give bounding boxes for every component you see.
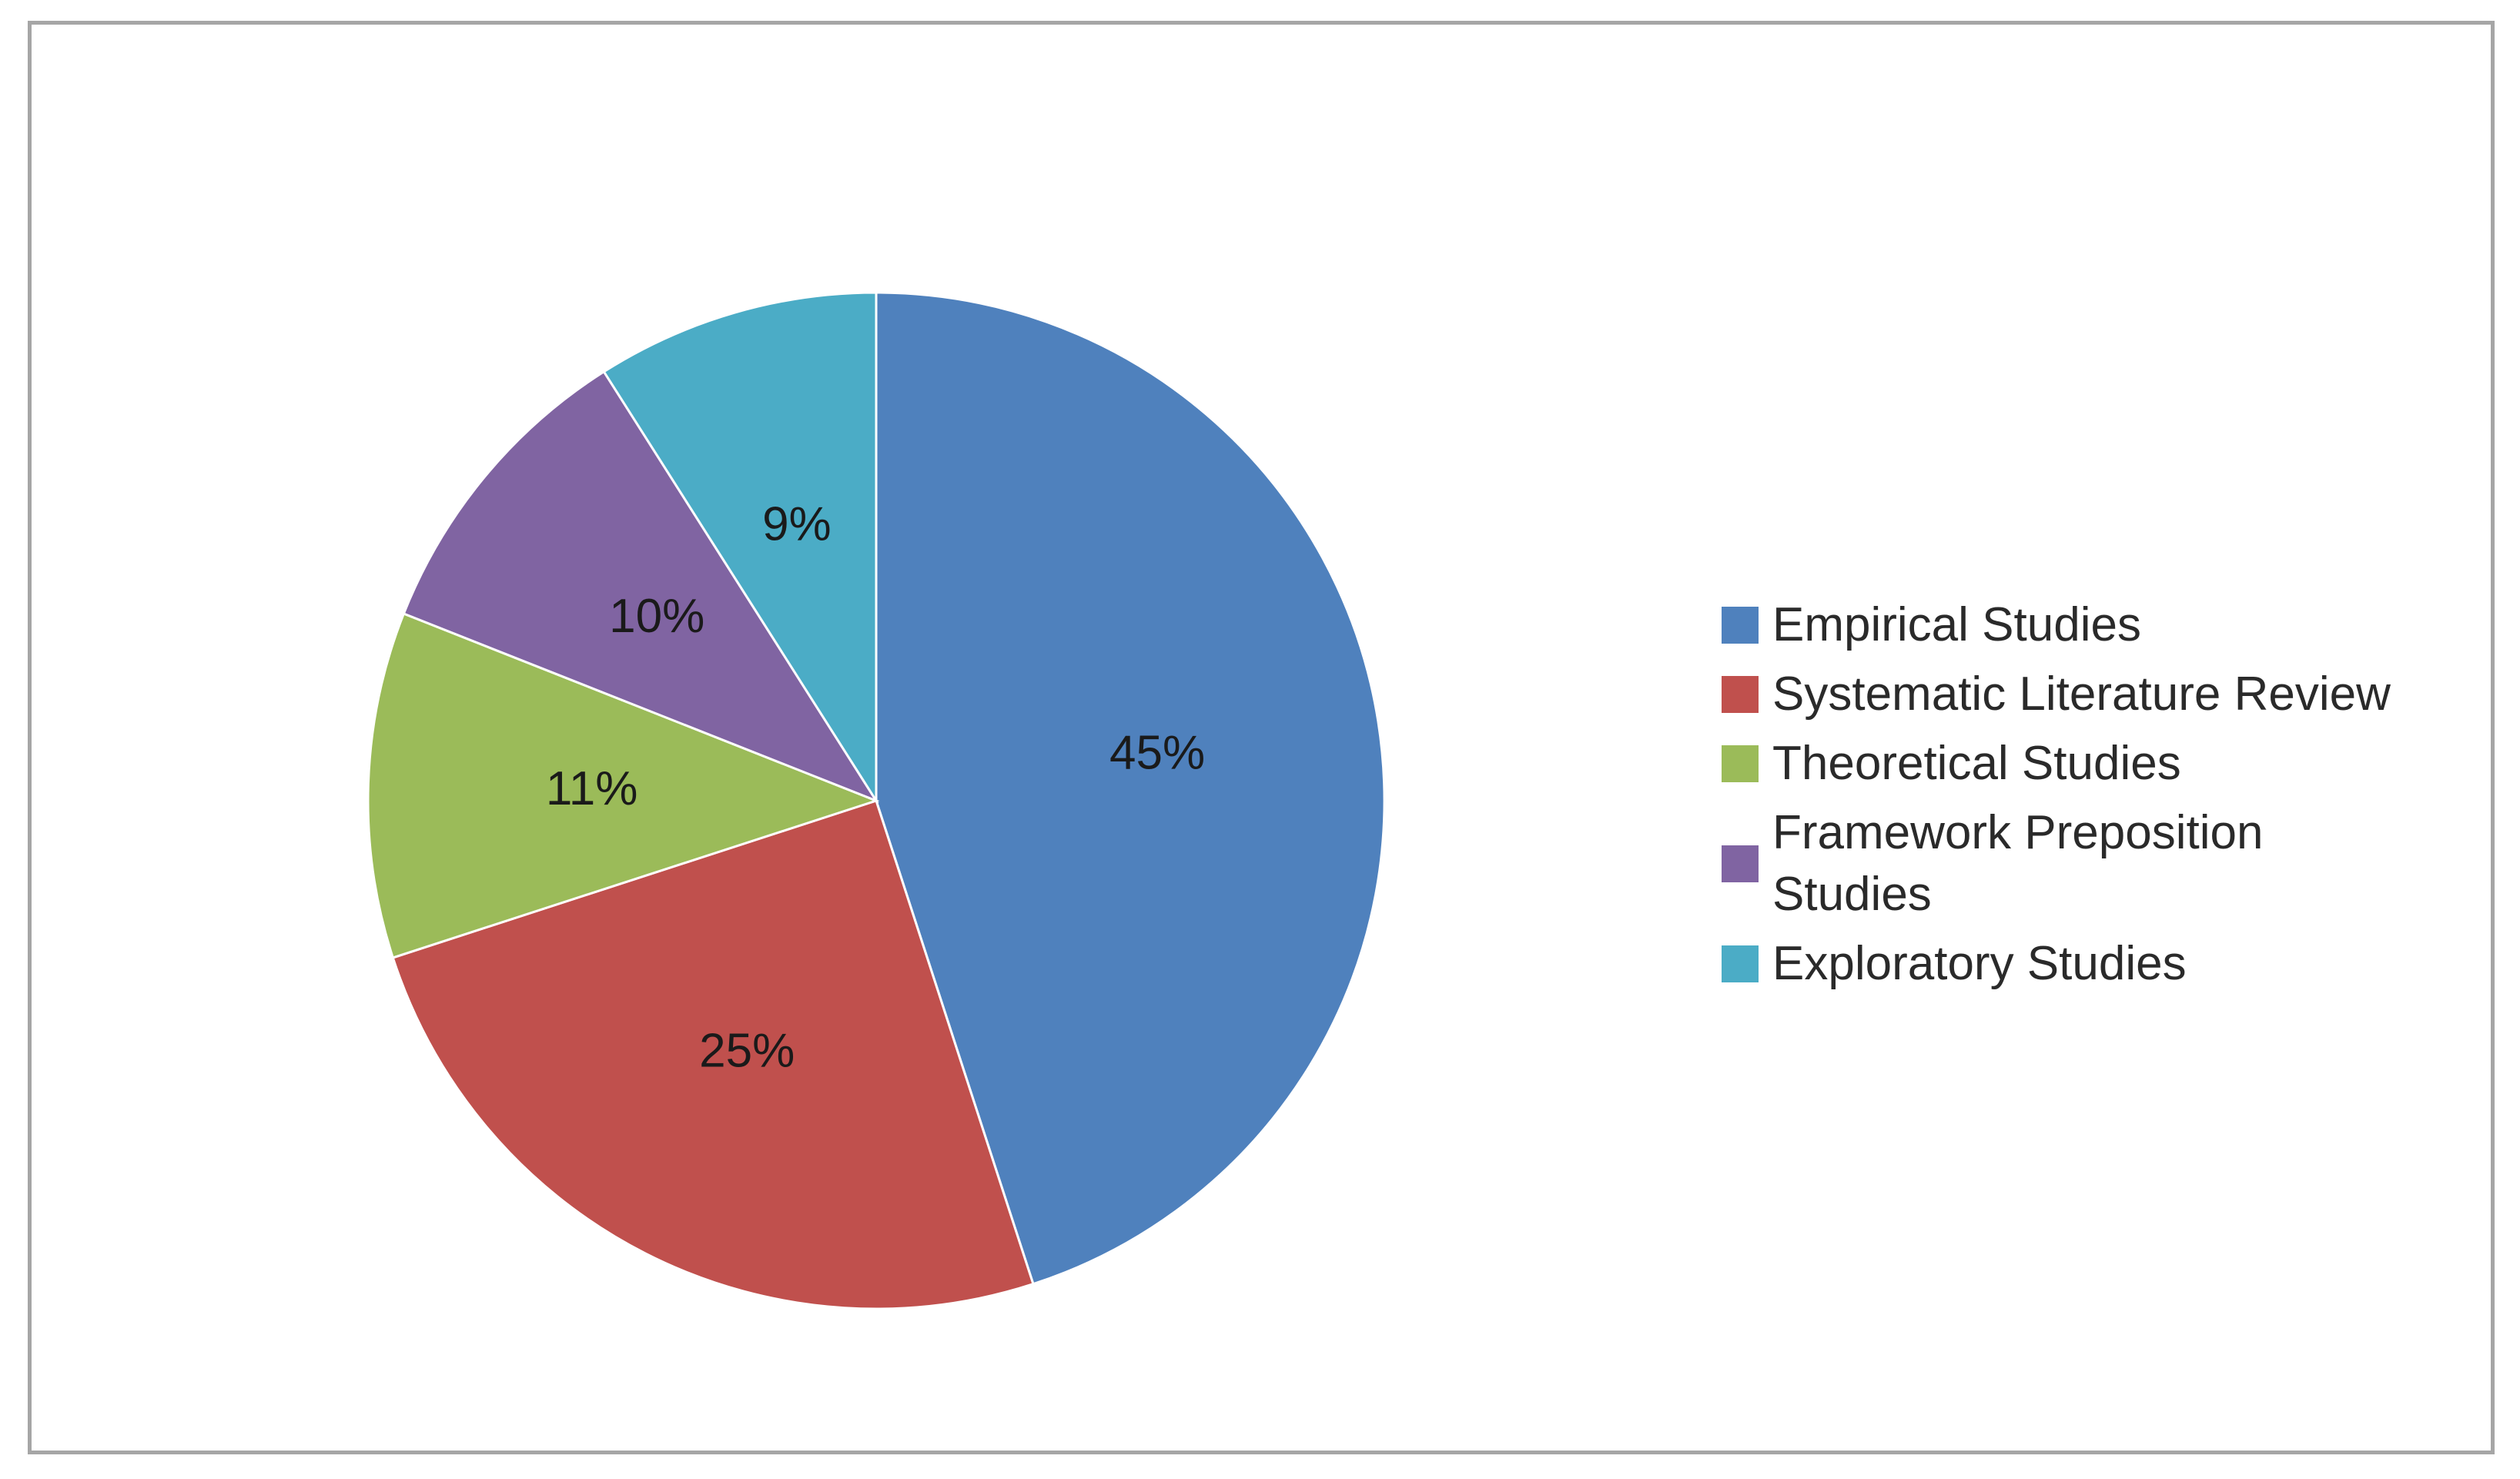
pie-slice-framework-preposition-studies — [402, 370, 879, 804]
legend-label: Systematic Literature Review — [1772, 668, 2391, 721]
legend-label: Exploratory Studies — [1772, 937, 2187, 990]
data-label-theoretical-studies: 11% — [546, 762, 638, 815]
data-label-empirical-studies: 45% — [1109, 727, 1205, 780]
legend-swatch — [1722, 676, 1759, 713]
legend-item-exploratory-studies: Exploratory Studies — [1722, 933, 2476, 995]
legend-label: Theoretical Studies — [1772, 737, 2181, 790]
pie-slice-empirical-studies — [875, 291, 1386, 1286]
legend-item-systematic-literature-review: Systematic Literature Review — [1722, 664, 2476, 725]
legend-swatch — [1722, 607, 1759, 644]
pie-slice-theoretical-studies — [366, 612, 880, 959]
legend-item-empirical-studies: Empirical Studies — [1722, 594, 2476, 656]
legend-swatch — [1722, 945, 1759, 982]
legend-swatch — [1722, 745, 1759, 782]
legend-item-framework-preposition-studies: Framework Preposition Studies — [1722, 802, 2476, 925]
pie-slice-exploratory-studies — [602, 291, 878, 805]
legend: Empirical Studies Systematic Literature … — [1722, 594, 2476, 1002]
legend-label: Framework Preposition Studies — [1772, 806, 2264, 921]
data-label-exploratory-studies: 9% — [762, 497, 832, 550]
legend-swatch — [1722, 845, 1759, 882]
legend-label: Empirical Studies — [1772, 598, 2141, 651]
legend-item-theoretical-studies: Theoretical Studies — [1722, 733, 2476, 795]
data-label-systematic-literature-review: 25% — [699, 1025, 795, 1078]
data-label-framework-preposition-studies: 10% — [609, 590, 704, 643]
pie-slices — [366, 291, 1386, 1310]
pie-data-labels: 45% 25% 11% 10% 9% — [546, 497, 1205, 1077]
pie-slice-systematic-literature-review — [391, 799, 1035, 1310]
